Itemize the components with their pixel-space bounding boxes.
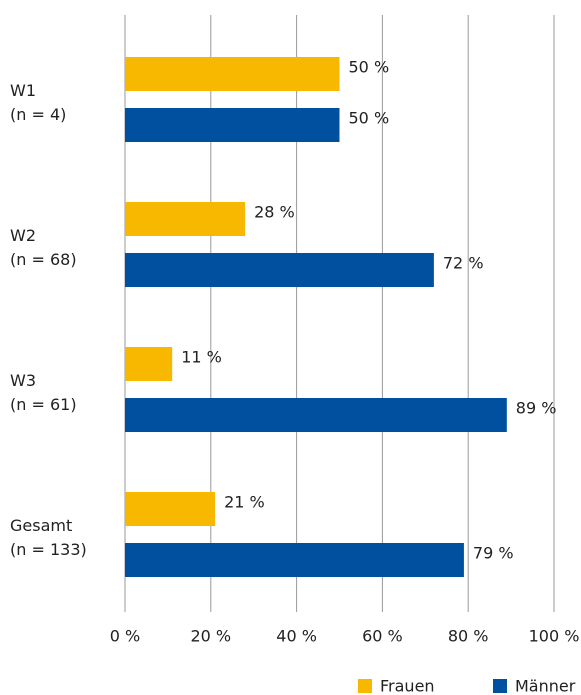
x-tick-label: 80 % xyxy=(448,627,489,646)
x-tick-label: 0 % xyxy=(110,627,140,646)
bar xyxy=(125,253,434,287)
value-label: 79 % xyxy=(473,544,514,563)
category-label: Gesamt (n = 133) xyxy=(10,516,87,559)
x-tick-label: 60 % xyxy=(362,627,403,646)
bar xyxy=(125,492,216,526)
value-label: 50 % xyxy=(349,58,390,77)
legend-swatch xyxy=(358,679,372,693)
value-label: 72 % xyxy=(443,254,484,273)
value-label: 50 % xyxy=(349,109,390,128)
value-label: 21 % xyxy=(224,493,265,512)
category-label: W2 (n = 68) xyxy=(10,226,77,269)
category-label: W3 (n = 61) xyxy=(10,371,77,414)
x-tick-label: 100 % xyxy=(529,627,580,646)
bar xyxy=(125,347,173,381)
bar xyxy=(125,57,340,91)
bar xyxy=(125,543,464,577)
bar xyxy=(125,202,246,236)
category-label: W1 (n = 4) xyxy=(10,81,67,124)
value-label: 28 % xyxy=(254,203,295,222)
legend-label: Frauen xyxy=(380,677,435,695)
bar xyxy=(125,398,507,432)
legend-label: Männer xyxy=(515,677,576,695)
bar xyxy=(125,108,340,142)
legend-swatch xyxy=(493,679,507,693)
x-tick-label: 20 % xyxy=(190,627,231,646)
value-label: 11 % xyxy=(181,348,222,367)
x-tick-label: 40 % xyxy=(276,627,317,646)
value-label: 89 % xyxy=(516,399,557,418)
